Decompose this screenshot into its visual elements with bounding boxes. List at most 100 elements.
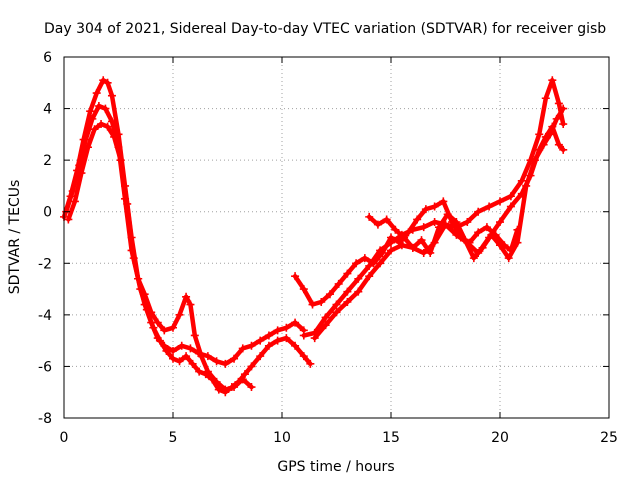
data-point [308, 300, 317, 309]
data-point [238, 344, 247, 353]
data-point [522, 181, 531, 190]
data-point [535, 130, 544, 139]
data-point [83, 143, 92, 152]
data-point [506, 192, 515, 201]
data-point [461, 236, 470, 245]
y-tick-label: 6 [43, 50, 52, 66]
data-point [373, 220, 382, 229]
data-point [175, 357, 184, 366]
data-point [408, 243, 417, 252]
data-point [129, 254, 138, 263]
data-point [208, 375, 217, 384]
y-tick-label: 2 [43, 153, 52, 169]
data-point [439, 197, 448, 206]
data-point [247, 362, 256, 371]
data-point [256, 352, 265, 361]
data-point [496, 218, 504, 227]
data-point [77, 169, 86, 178]
data-point [175, 310, 184, 319]
data-point [376, 259, 385, 268]
data-traces [60, 76, 568, 397]
x-tick-label: 5 [169, 430, 178, 446]
series-pass-1 [60, 76, 308, 368]
data-point [474, 228, 483, 237]
data-point [177, 341, 186, 350]
data-point [354, 274, 363, 283]
data-point [264, 341, 273, 350]
data-point [343, 269, 352, 278]
data-point [149, 323, 158, 332]
data-point [110, 132, 119, 141]
chart-title: Day 304 of 2021, Sidereal Day-to-day VTE… [44, 21, 606, 37]
data-point [474, 207, 483, 216]
data-point [485, 202, 494, 211]
data-point [365, 212, 374, 221]
data-point [221, 388, 230, 397]
data-point [299, 331, 308, 340]
data-point [517, 176, 526, 185]
data-point [186, 344, 195, 353]
x-axis-label: GPS time / hours [277, 459, 394, 475]
data-point [496, 241, 504, 250]
data-point [387, 246, 395, 255]
series-line [66, 121, 313, 395]
grid-lines [64, 57, 609, 418]
data-point [264, 331, 273, 340]
data-point [343, 297, 352, 306]
data-point [299, 285, 308, 294]
data-point [417, 236, 426, 245]
x-tick-label: 25 [600, 430, 618, 446]
data-point [421, 205, 430, 214]
data-point [160, 326, 169, 335]
data-point [169, 323, 177, 332]
data-point [541, 94, 550, 103]
data-point [282, 334, 291, 343]
data-point [188, 359, 197, 368]
data-point [552, 114, 561, 123]
data-point [282, 323, 291, 332]
data-point [273, 326, 282, 335]
data-point [107, 117, 116, 126]
plot-frame [63, 56, 610, 419]
data-point [116, 156, 125, 165]
data-point [247, 383, 256, 392]
data-point [539, 140, 548, 149]
y-tick-label: -6 [38, 359, 52, 375]
data-point [334, 279, 343, 288]
data-point [97, 120, 106, 129]
data-point [434, 223, 443, 232]
data-point [397, 241, 406, 250]
series-pass-4 [291, 197, 522, 309]
data-point [559, 104, 568, 113]
data-point [478, 243, 487, 252]
data-point [240, 370, 249, 379]
series-pass-2 [62, 101, 256, 394]
x-tick-label: 15 [382, 430, 400, 446]
data-point [99, 76, 108, 85]
data-point [352, 259, 361, 268]
x-tick-label: 10 [273, 430, 291, 446]
y-tick-label: -8 [38, 411, 52, 427]
data-point [452, 230, 461, 239]
data-point [221, 359, 230, 368]
data-point [212, 357, 221, 366]
data-point [107, 91, 116, 100]
data-point [291, 318, 300, 327]
data-point [408, 225, 417, 234]
x-tick-label: 0 [60, 430, 69, 446]
data-point [182, 352, 191, 361]
data-point [247, 341, 256, 350]
data-point [376, 246, 385, 255]
data-point [496, 197, 504, 206]
data-point [325, 290, 334, 299]
data-point [554, 99, 563, 108]
data-point [103, 122, 112, 131]
data-point [310, 334, 319, 343]
y-tick-label: 4 [43, 102, 52, 118]
data-point [504, 254, 513, 263]
axes: 0 5 10 15 20 25 -8 -6 -4 -2 0 2 4 6 [38, 50, 618, 446]
data-point [426, 248, 435, 257]
data-point [153, 318, 162, 327]
y-tick-label: -4 [38, 308, 52, 324]
